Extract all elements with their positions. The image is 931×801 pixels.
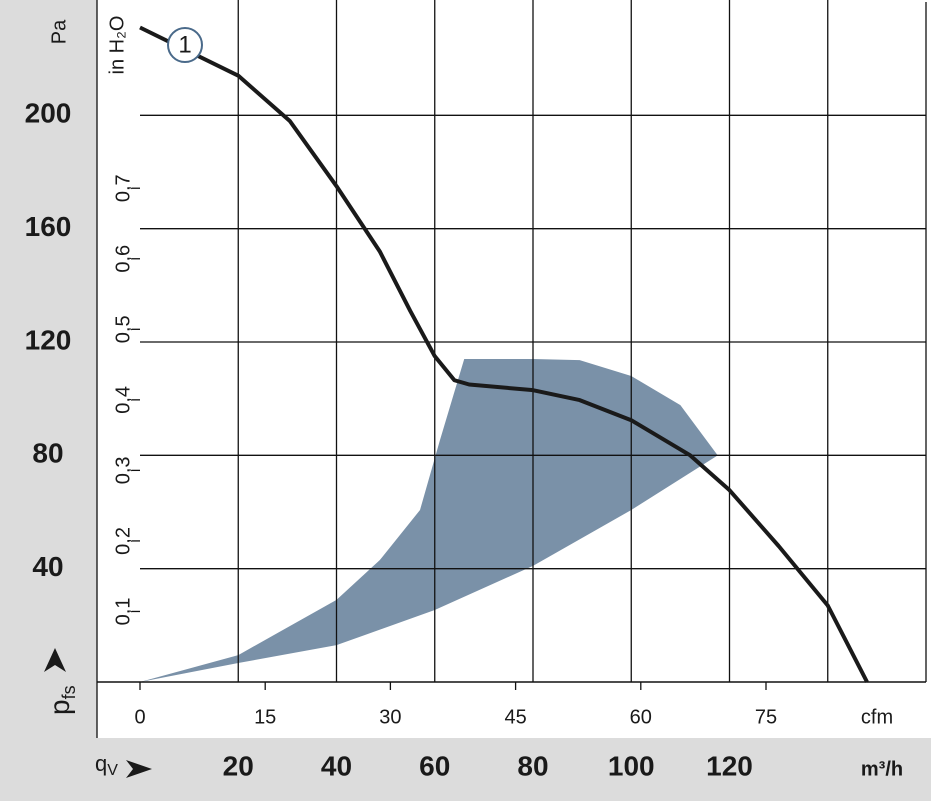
curve xyxy=(139,25,869,683)
operating-region xyxy=(140,359,718,682)
x2-tick-label: 30 xyxy=(379,706,401,728)
x2-tick-label: 45 xyxy=(504,706,526,728)
y2-tick-label: 0,5 xyxy=(112,315,134,343)
x-unit: m³/h xyxy=(861,758,903,780)
x2-tick-label: 15 xyxy=(254,706,276,728)
x-tick-label: 40 xyxy=(321,750,352,781)
y2-tick-label: 0,7 xyxy=(112,174,134,202)
x-arrow xyxy=(126,760,152,778)
y-label-main: p xyxy=(44,699,75,715)
x2-tick-label: 0 xyxy=(134,706,145,728)
x-label-main: q xyxy=(95,751,107,776)
curve-badge xyxy=(167,27,203,63)
y-label-sub: fs xyxy=(59,685,79,699)
y2-tick-label: 0,6 xyxy=(112,245,134,273)
x2-tick-label: 60 xyxy=(630,706,652,728)
y2-tick-label: 0,1 xyxy=(112,598,134,626)
x-tick-label: 100 xyxy=(608,750,655,781)
y-label: pfs xyxy=(44,685,78,715)
x-label-sub: V xyxy=(107,762,118,779)
x-tick-label: 80 xyxy=(517,750,548,781)
x-tick-label: 20 xyxy=(223,750,254,781)
x2-tick-label: 75 xyxy=(755,706,777,728)
x-tick-label: 60 xyxy=(419,750,450,781)
x-label: qV xyxy=(95,751,118,779)
curve-label: 1 xyxy=(178,31,191,58)
y2-unit: in H₂O xyxy=(106,16,128,75)
y-tick-label: 160 xyxy=(25,211,72,242)
y-arrow xyxy=(44,648,66,672)
y-unit: Pa xyxy=(48,19,70,44)
x2-unit: cfm xyxy=(861,706,893,728)
y-tick-label: 120 xyxy=(25,324,72,355)
y2-tick-label: 0,3 xyxy=(112,456,134,484)
y-tick-label: 200 xyxy=(25,98,72,129)
bottom-panel xyxy=(0,738,931,801)
x-tick-label: 120 xyxy=(706,750,753,781)
y2-tick-label: 0,2 xyxy=(112,527,134,555)
y-tick-label: 40 xyxy=(32,551,63,582)
y2-tick-label: 0,4 xyxy=(112,386,134,414)
y-tick-label: 80 xyxy=(32,438,63,469)
